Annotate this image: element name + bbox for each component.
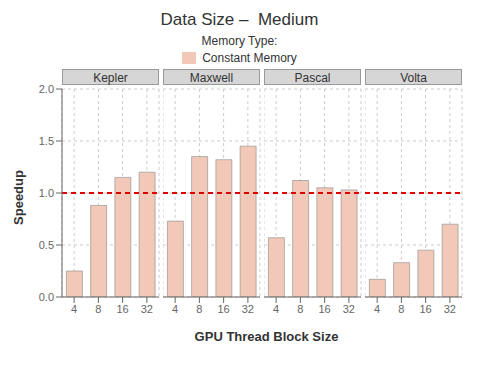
html-text:Maxwell: Maxwell [189,71,234,85]
svg-text:32: 32 [444,303,456,315]
html-text:Volta: Volta [400,71,427,85]
svg-text:16: 16 [319,303,331,315]
svg-text:8: 8 [297,303,303,315]
html-text:GPU Thread Block Size: GPU Thread Block Size [194,329,339,344]
svg-text:4: 4 [273,303,279,315]
html-text:Speedup: Speedup [10,169,26,225]
svg-text:16: 16 [117,303,129,315]
svg-text:1.5: 1.5 [39,135,54,147]
html-text:Memory Type:: Memory Type: [201,34,278,48]
svg-text:16: 16 [218,303,230,315]
svg-text:8: 8 [196,303,202,315]
html-text:Data Size – Medium: Data Size – Medium [160,10,319,29]
svg-text:16: 16 [420,303,432,315]
svg-text:8: 8 [95,303,101,315]
svg-text:8: 8 [398,303,404,315]
svg-text:32: 32 [141,303,153,315]
html-text:Constant Memory: Constant Memory [202,51,297,65]
html-text:Kepler: Kepler [93,71,128,85]
svg-text:0.5: 0.5 [39,239,54,251]
svg-text:4: 4 [172,303,178,315]
svg-text:32: 32 [343,303,355,315]
svg-text:2.0: 2.0 [39,85,54,95]
svg-text:0.0: 0.0 [39,291,54,303]
svg-text:32: 32 [242,303,254,315]
svg-text:4: 4 [374,303,380,315]
html-text:Pascal: Pascal [294,71,331,85]
svg-text:4: 4 [71,303,77,315]
svg-text:1.0: 1.0 [39,187,54,199]
